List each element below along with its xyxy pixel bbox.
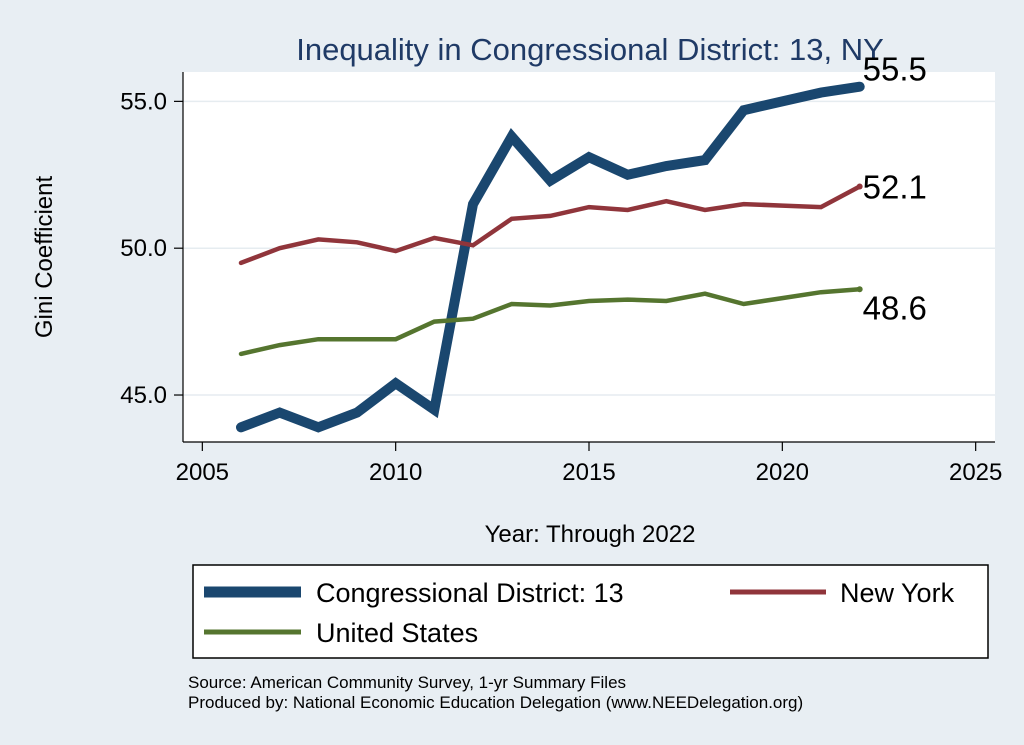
legend-box	[192, 564, 989, 659]
end-value-label: 52.1	[863, 169, 927, 206]
x-axis-title: Year: Through 2022	[485, 521, 696, 548]
series-end-marker-0	[856, 83, 863, 90]
series-end-marker-1	[856, 183, 863, 190]
axes: 45.0 50.0 55.0 2005 2010 2015 2020 2025	[120, 72, 1002, 486]
end-labels: 55.5 52.1 48.6	[863, 51, 927, 327]
x-tick-label: 2015	[562, 459, 615, 486]
legend-label-district-13: Congressional District: 13	[316, 578, 624, 608]
plot-area	[183, 72, 995, 442]
x-tick-label: 2005	[176, 459, 229, 486]
source-note: Source: American Community Survey, 1-yr …	[188, 673, 626, 692]
series-line-2	[238, 287, 862, 357]
y-tick-label: 55.0	[120, 88, 167, 115]
legend-label-new-york: New York	[840, 578, 955, 608]
series-line-0	[236, 81, 865, 433]
series-line-1	[238, 184, 862, 266]
producer-note: Produced by: National Economic Education…	[188, 693, 803, 712]
end-value-label: 48.6	[863, 289, 927, 326]
y-tick-label: 50.0	[120, 235, 167, 262]
legend: Congressional District: 13 New York Unit…	[192, 564, 989, 659]
x-tick-label: 2020	[756, 459, 809, 486]
x-tick-label: 2025	[949, 459, 1002, 486]
end-value-label: 55.5	[863, 51, 927, 88]
y-tick-label: 45.0	[120, 382, 167, 409]
chart-title: Inequality in Congressional District: 13…	[296, 32, 884, 67]
x-tick-label: 2010	[369, 459, 422, 486]
gridlines	[183, 100, 995, 396]
legend-label-united-states: United States	[316, 618, 478, 648]
y-axis-title: Gini Coefficient	[31, 176, 58, 339]
series-end-marker-2	[856, 286, 863, 293]
series-layer	[236, 81, 865, 433]
